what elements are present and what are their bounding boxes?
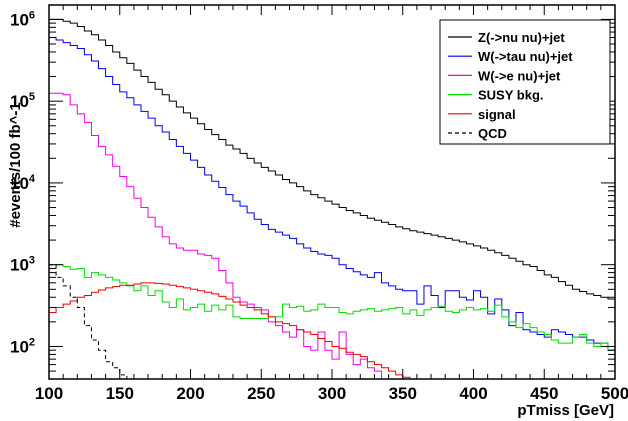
series-line-6 [49, 264, 615, 380]
legend-label: W(->e nu)+jet [478, 68, 561, 83]
legend-label: QCD [478, 126, 507, 141]
legend-box [439, 19, 611, 145]
x-tick-label: 450 [530, 384, 558, 403]
x-tick-label: 500 [601, 384, 628, 403]
x-tick-label: 200 [176, 384, 204, 403]
legend: Z(->nu nu)+jet W(->tau nu)+jet W(->e nu)+j… [439, 19, 611, 145]
y-tick-label: 102 [10, 336, 35, 356]
legend-entries: Z(->nu nu)+jet W(->tau nu)+jet W(->e nu)+j… [448, 30, 573, 141]
y-axis-title: #events/100 fb^-1 [7, 102, 24, 228]
x-tick-label: 150 [106, 384, 134, 403]
y-tick-label: 103 [10, 255, 35, 275]
series-line-4 [49, 264, 615, 351]
legend-label: signal [478, 107, 516, 122]
x-tick-label: 400 [459, 384, 487, 403]
y-tick-label: 104 [10, 173, 36, 193]
x-tick-labels: 100 150 200 250 300 350 400 450 500 [35, 384, 628, 403]
legend-label: W(->tau nu)+jet [478, 49, 573, 64]
x-tick-label: 350 [389, 384, 417, 403]
legend-label: Z(->nu nu)+jet [478, 30, 565, 45]
y-tick-labels: 102 103 104 105 106 [10, 9, 36, 356]
legend-label: SUSY bkg. [478, 88, 544, 103]
y-tick-label: 106 [10, 9, 35, 29]
x-axis-title: pTmiss [GeV] [517, 402, 614, 419]
x-tick-label: 100 [35, 384, 63, 403]
x-tick-label: 250 [247, 384, 275, 403]
series-line-1 [49, 18, 615, 300]
y-tick-label: 105 [10, 91, 35, 111]
x-tick-label: 300 [318, 384, 346, 403]
